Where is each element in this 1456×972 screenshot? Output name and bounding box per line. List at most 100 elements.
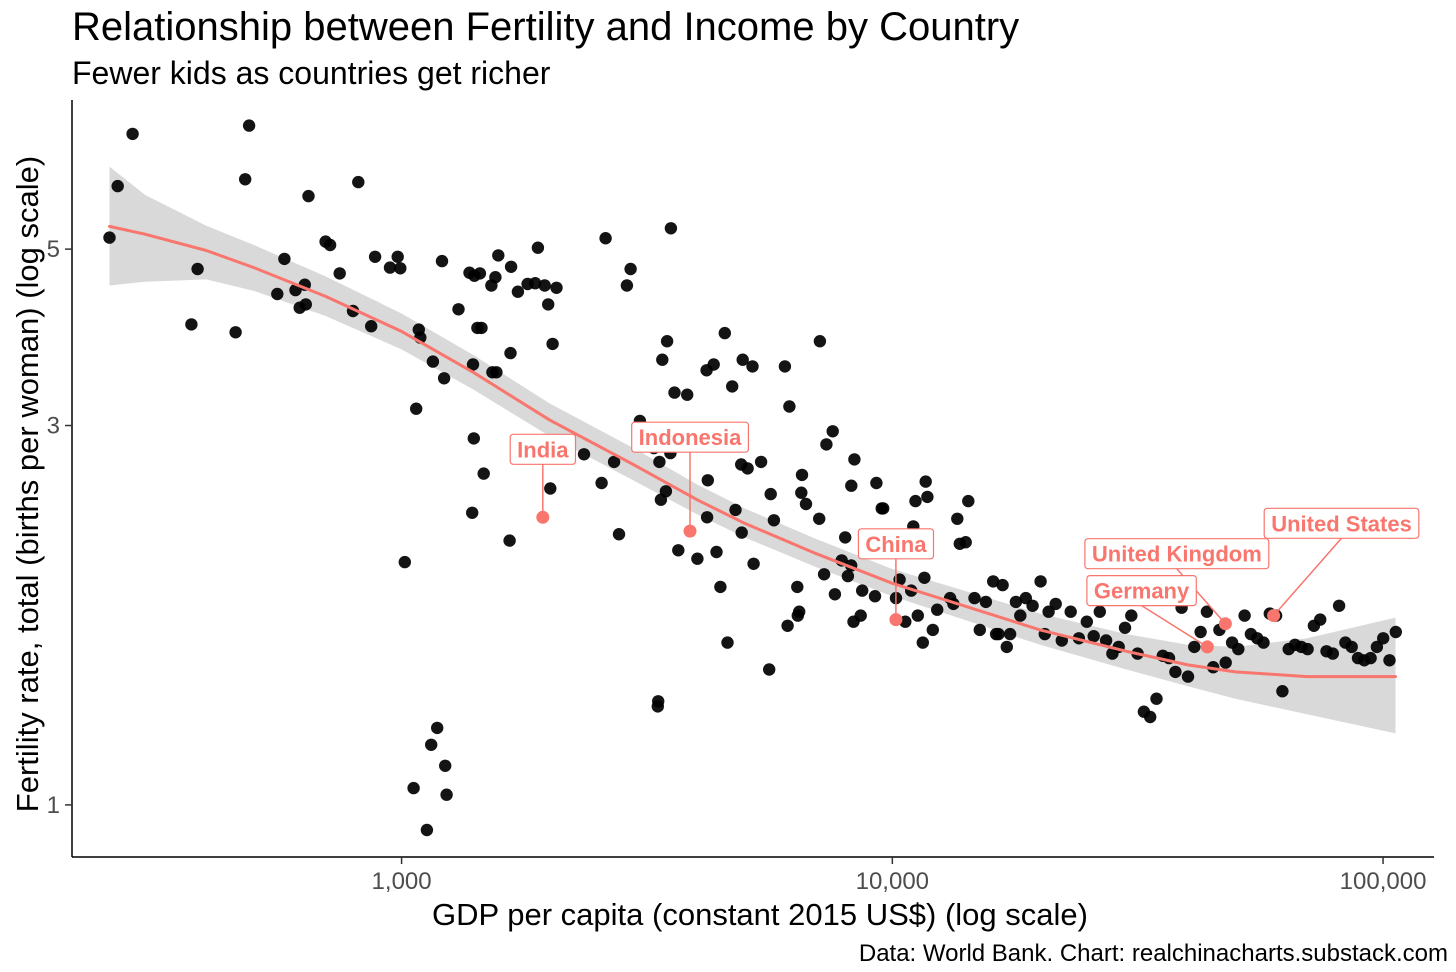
data-point <box>783 400 796 413</box>
data-points-layer <box>103 119 1403 837</box>
x-tick-label: 10,000 <box>856 868 929 895</box>
trend-line-layer <box>108 224 1397 679</box>
data-point <box>394 262 407 275</box>
data-point <box>962 494 975 508</box>
data-point <box>466 506 479 519</box>
data-point <box>1345 640 1358 654</box>
chart-caption: Data: World Bank. Chart: realchinacharts… <box>859 940 1448 967</box>
data-point <box>854 609 867 622</box>
data-point <box>813 512 826 525</box>
highlight-united-states: United States <box>1263 507 1420 623</box>
data-point <box>490 366 503 379</box>
data-point <box>1064 605 1077 618</box>
data-point <box>652 695 665 708</box>
data-point <box>1181 670 1195 683</box>
data-point <box>1150 692 1163 705</box>
data-point <box>848 453 861 466</box>
data-point <box>921 490 934 504</box>
data-point <box>544 482 557 495</box>
data-point <box>440 788 453 801</box>
data-point <box>1014 609 1027 622</box>
y-tick-label: 3 <box>47 413 60 440</box>
data-point <box>271 287 284 301</box>
data-point <box>931 603 944 616</box>
confidence-band <box>109 166 1396 734</box>
data-point <box>599 232 612 245</box>
highlight-label: China <box>865 532 927 557</box>
data-point <box>511 285 525 298</box>
data-point <box>992 627 1005 641</box>
data-point <box>1118 621 1132 634</box>
data-point <box>542 298 555 311</box>
data-point <box>477 467 490 480</box>
data-point <box>1200 605 1214 618</box>
data-point <box>103 231 116 244</box>
data-point <box>1034 575 1047 588</box>
x-tick-label: 100,000 <box>1340 868 1427 895</box>
data-point <box>828 588 842 601</box>
x-axis-title: GDP per capita (constant 2015 US$) (log … <box>432 897 1088 932</box>
data-point <box>718 326 731 340</box>
data-point <box>919 475 932 488</box>
highlight-point <box>1218 617 1232 631</box>
data-point <box>877 502 890 515</box>
data-point <box>577 448 591 461</box>
data-point <box>795 486 808 499</box>
data-point <box>1125 609 1138 622</box>
data-point <box>407 781 420 795</box>
data-point <box>239 173 252 186</box>
data-point <box>111 179 124 193</box>
data-point <box>1049 597 1062 611</box>
data-point <box>1389 625 1403 639</box>
data-point <box>1370 640 1384 654</box>
data-point <box>951 512 964 525</box>
data-point <box>1377 632 1390 645</box>
data-point <box>431 721 444 735</box>
data-point <box>707 358 720 371</box>
data-point <box>624 262 637 276</box>
data-point <box>504 346 517 360</box>
data-point <box>1326 647 1340 660</box>
highlight-label: United States <box>1271 511 1412 536</box>
data-point <box>826 425 839 438</box>
data-point <box>278 252 291 266</box>
data-point <box>607 455 621 469</box>
data-point <box>299 298 312 311</box>
data-point <box>747 557 760 570</box>
data-point <box>1301 642 1314 656</box>
data-point <box>909 494 922 508</box>
data-point <box>229 326 242 339</box>
data-point <box>795 468 809 482</box>
data-point <box>660 335 674 348</box>
confidence-band-layer <box>109 166 1396 734</box>
data-point <box>1026 599 1039 612</box>
data-point <box>817 568 831 581</box>
highlight-layer: India Indonesia China United States United K… <box>509 421 1420 654</box>
data-point <box>620 279 634 292</box>
data-point <box>668 386 681 399</box>
data-point <box>820 438 833 451</box>
data-point <box>856 584 869 597</box>
data-point <box>763 663 776 676</box>
data-point <box>1194 625 1207 639</box>
data-point <box>1332 599 1346 612</box>
highlight-point <box>889 613 903 627</box>
data-point <box>741 462 754 475</box>
data-point <box>656 353 669 366</box>
data-point <box>714 580 727 594</box>
data-point <box>612 528 626 541</box>
highlight-point <box>683 524 697 538</box>
data-point <box>813 335 827 348</box>
data-point <box>868 590 882 603</box>
data-point <box>979 595 993 609</box>
data-point <box>410 402 423 415</box>
data-point <box>845 479 858 492</box>
data-point <box>365 320 378 333</box>
data-point <box>746 360 759 373</box>
data-point <box>841 569 855 583</box>
data-point <box>550 281 563 294</box>
data-point <box>466 358 480 371</box>
data-point <box>664 222 678 235</box>
data-point <box>1232 642 1245 656</box>
